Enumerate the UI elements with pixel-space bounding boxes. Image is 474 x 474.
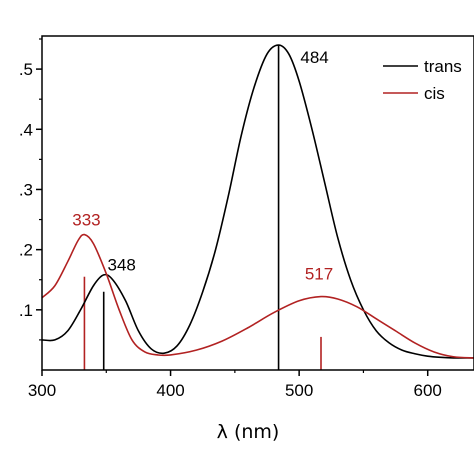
peak-label-348: 348 <box>108 256 136 275</box>
x-axis-title: λ (nm) <box>217 421 280 443</box>
y-tick-label: .1 <box>19 301 33 320</box>
plot-frame <box>41 35 474 371</box>
y-tick-label: .5 <box>19 60 33 79</box>
peak-label-484: 484 <box>300 48 328 67</box>
peak-label-333: 333 <box>72 211 100 230</box>
x-axis: 300 400 500 600 <box>28 370 442 400</box>
peak-label-517: 517 <box>305 265 333 284</box>
y-tick-label: .2 <box>19 241 33 260</box>
series-line-trans <box>41 44 474 359</box>
series-line-cis <box>41 233 474 359</box>
x-tick-label: 300 <box>28 381 56 400</box>
stick-lines <box>83 45 322 370</box>
legend-label-trans: trans <box>424 57 462 76</box>
peak-labels: 333 348 484 517 <box>72 48 333 284</box>
x-tick-label: 600 <box>414 381 442 400</box>
y-tick-label: .4 <box>19 120 33 139</box>
y-axis: .1 .2 .3 .4 .5 <box>19 38 42 341</box>
x-tick-label: 400 <box>156 381 184 400</box>
x-tick-label: 500 <box>285 381 313 400</box>
spectrum-curves <box>41 44 474 359</box>
legend-label-cis: cis <box>424 84 445 103</box>
y-tick-label: .3 <box>19 180 33 199</box>
legend: trans cis <box>383 57 462 103</box>
